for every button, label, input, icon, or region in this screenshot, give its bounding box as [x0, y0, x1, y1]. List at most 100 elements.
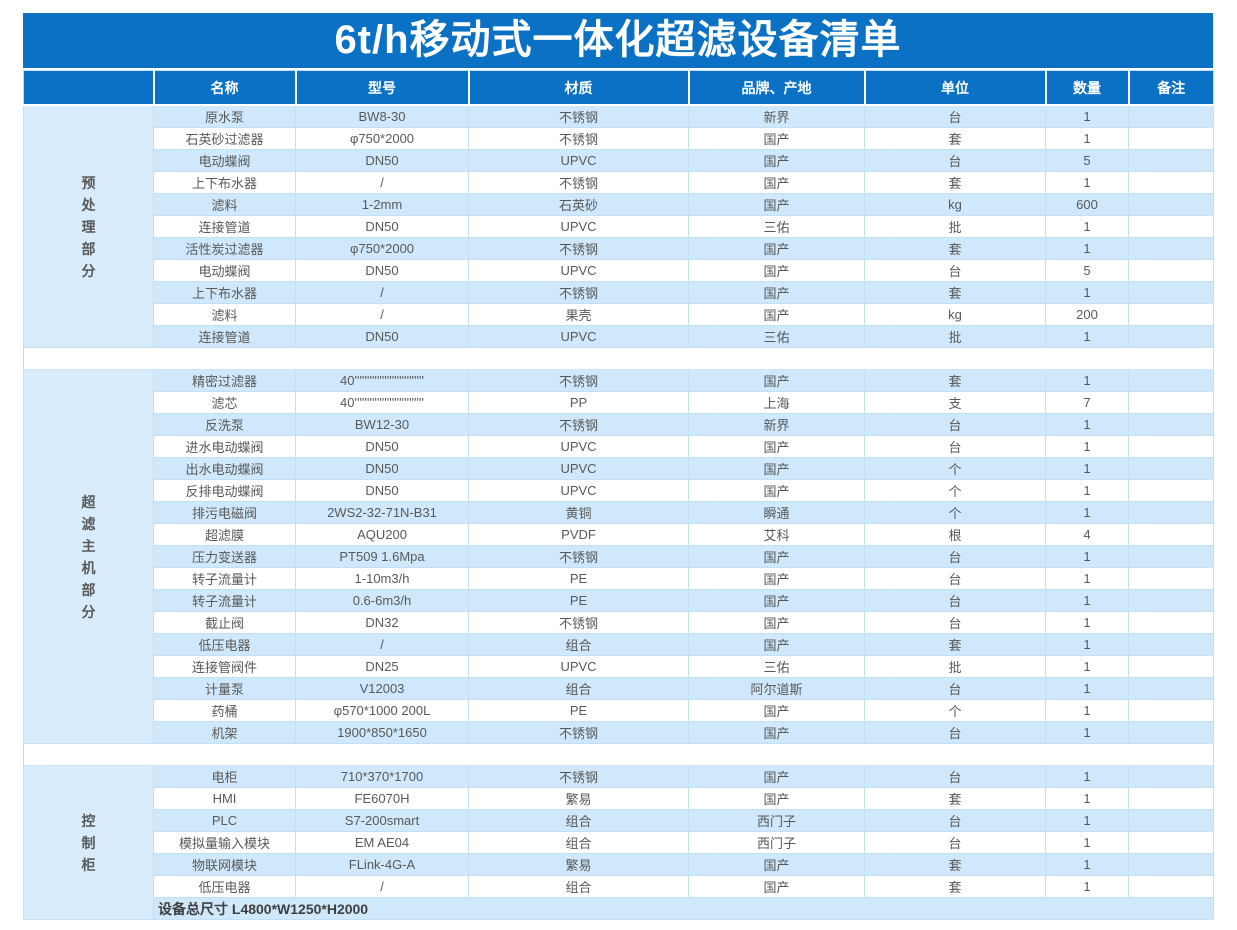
cell: 物联网模块 — [153, 853, 296, 876]
cell: 1 — [1045, 721, 1129, 744]
cell — [1128, 325, 1214, 348]
cell: 1 — [1045, 479, 1129, 502]
cell: 国产 — [688, 721, 865, 744]
cell: 1 — [1045, 809, 1129, 832]
cell: 国产 — [688, 127, 865, 150]
cell: 套 — [864, 633, 1046, 656]
cell: UPVC — [468, 479, 689, 502]
cell: 台 — [864, 765, 1046, 788]
cell: 滤料 — [153, 193, 296, 216]
cell: 1 — [1045, 501, 1129, 524]
cell: 进水电动蝶阀 — [153, 435, 296, 458]
cell: 黄铜 — [468, 501, 689, 524]
spacer-row — [23, 743, 1214, 766]
cell: 连接管道 — [153, 325, 296, 348]
cell: 石英砂过滤器 — [153, 127, 296, 150]
cell — [1128, 369, 1214, 392]
cell: 台 — [864, 104, 1046, 128]
cell — [1128, 831, 1214, 854]
cell: 上下布水器 — [153, 281, 296, 304]
cell: 个 — [864, 457, 1046, 480]
cell: 台 — [864, 831, 1046, 854]
cell: 不锈钢 — [468, 413, 689, 436]
cell: 三佑 — [688, 655, 865, 678]
cell: 1 — [1045, 127, 1129, 150]
cell — [1128, 787, 1214, 810]
cell: 1 — [1045, 215, 1129, 238]
table-row: 滤料 / 果壳 国产 kg 200 — [24, 303, 1214, 326]
cell: PE — [468, 589, 689, 612]
cell: 国产 — [688, 281, 865, 304]
cell: 不锈钢 — [468, 545, 689, 568]
cell: 1 — [1045, 237, 1129, 260]
table-row: 上下布水器 / 不锈钢 国产套 1 — [24, 281, 1214, 304]
cell: DN50 — [295, 215, 469, 238]
cell — [1128, 281, 1214, 304]
cell: 1-10m3/h — [295, 567, 469, 590]
cell: 国产 — [688, 149, 865, 172]
cell: 连接管道 — [153, 215, 296, 238]
table-row: 低压电器 / 组合 国产套 1 — [24, 633, 1214, 656]
cell: 精密过滤器 — [153, 369, 296, 392]
cell: 台 — [864, 149, 1046, 172]
header-cell: 型号 — [294, 70, 469, 106]
cell: DN50 — [295, 479, 469, 502]
cell: 瞬通 — [688, 501, 865, 524]
cell — [1128, 127, 1214, 150]
cell: PE — [468, 699, 689, 722]
cell: / — [295, 633, 469, 656]
cell: 上海 — [688, 391, 865, 414]
cell: 套 — [864, 875, 1046, 898]
cell: 压力变送器 — [153, 545, 296, 568]
cell: 个 — [864, 479, 1046, 502]
cell: 1 — [1045, 171, 1129, 194]
cell: 1 — [1045, 545, 1129, 568]
header-cell: 数量 — [1044, 70, 1129, 106]
table-row: 连接管阀件 DN25 UPVC 三佑批 1 — [24, 655, 1214, 678]
cell: PLC — [153, 809, 296, 832]
section-group-label: 预处理部分 — [81, 174, 96, 279]
cell: UPVC — [468, 149, 689, 172]
cell: EM AE04 — [295, 831, 469, 854]
cell: PT509 1.6Mpa — [295, 545, 469, 568]
section-group-cell: 超滤主机部分 — [23, 369, 154, 744]
cell: 1 — [1045, 831, 1129, 854]
cell: 超滤膜 — [153, 523, 296, 546]
table-row: 预处理部分原水泵 BW8-30 不锈钢 新界台 1 — [23, 104, 1214, 348]
cell: 1 — [1045, 413, 1129, 436]
cell: 套 — [864, 281, 1046, 304]
cell: AQU200 — [295, 523, 469, 546]
cell: 国产 — [688, 237, 865, 260]
cell: 组合 — [468, 633, 689, 656]
cell: 国产 — [688, 611, 865, 634]
table-row: 活性炭过滤器 φ750*2000 不锈钢 国产套 1 — [24, 237, 1214, 260]
cell: UPVC — [468, 259, 689, 282]
table-row: 机架 1900*850*1650 不锈钢 国产台 1 — [24, 721, 1214, 744]
cell: 计量泵 — [153, 677, 296, 700]
cell: 套 — [864, 853, 1046, 876]
cell: 国产 — [688, 303, 865, 326]
cell: 电柜 — [153, 765, 296, 788]
cell: PP — [468, 391, 689, 414]
header-cell: 名称 — [152, 70, 296, 106]
cell: kg — [864, 303, 1046, 326]
cell: 转子流量计 — [153, 589, 296, 612]
cell — [1128, 853, 1214, 876]
cell: UPVC — [468, 435, 689, 458]
cell: 1 — [1045, 699, 1129, 722]
cell — [1128, 259, 1214, 282]
cell: 国产 — [688, 369, 865, 392]
cell: V12003 — [295, 677, 469, 700]
cell: 组合 — [468, 677, 689, 700]
cell: 药桶 — [153, 699, 296, 722]
cell: 上下布水器 — [153, 171, 296, 194]
cell: FLink-4G-A — [295, 853, 469, 876]
table-row: 超滤膜 AQU200 PVDF 艾科根 4 — [24, 523, 1214, 546]
cell — [1128, 809, 1214, 832]
cell: 5 — [1045, 149, 1129, 172]
cell: UPVC — [468, 457, 689, 480]
cell: 连接管阀件 — [153, 655, 296, 678]
cell — [1128, 104, 1214, 128]
cell: φ750*2000 — [295, 127, 469, 150]
header-cell-group — [23, 70, 154, 106]
